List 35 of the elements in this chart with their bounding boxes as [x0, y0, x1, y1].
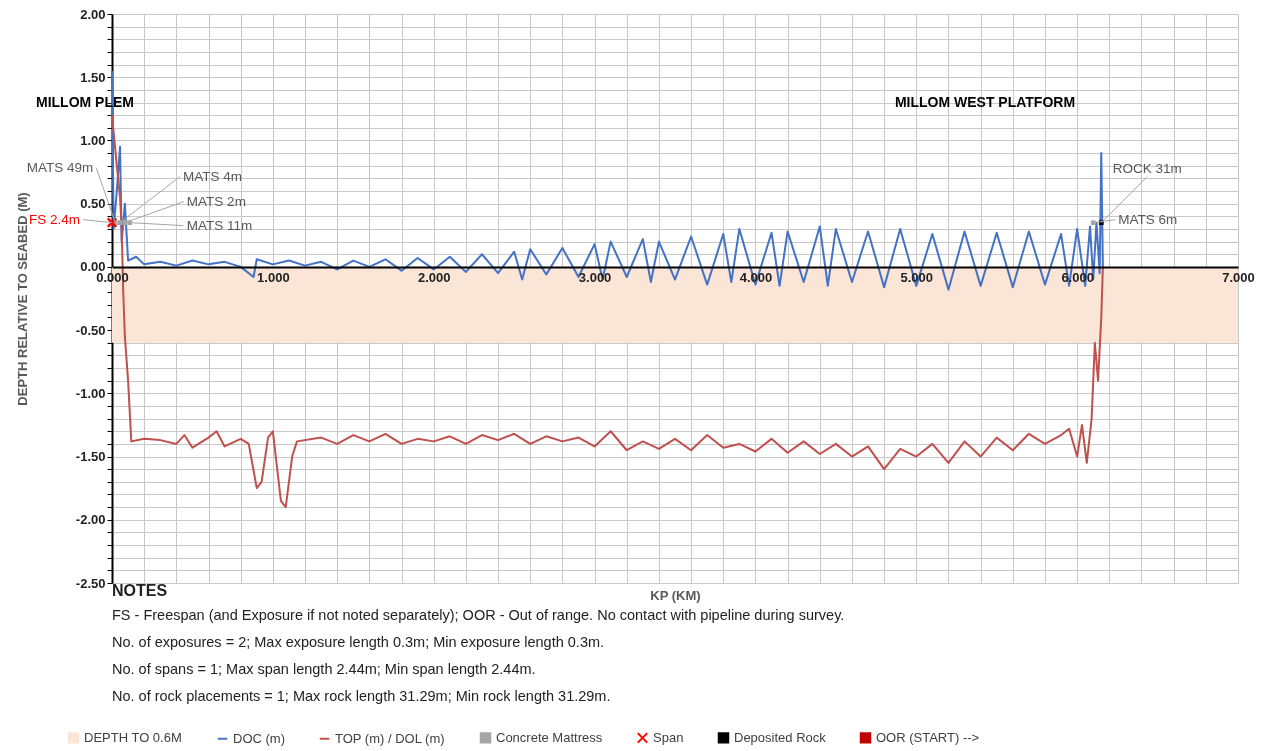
annotation: MATS 11m — [186, 217, 253, 233]
text: No. of exposures = 2; Max exposure length 0.3m; Min exposure length 0.3m. — [112, 633, 606, 652]
annotation: MILLOM WEST PLATFORM — [894, 94, 1076, 110]
text: FS - Freespan (and Exposure if not noted separately); OOR - Out of range. No contact with pipeline during survey. — [112, 606, 845, 625]
legend-label: DOC (m) — [233, 730, 285, 746]
annotation: ROCK 31m — [1112, 160, 1182, 176]
y-tick-label: 1.00 — [80, 132, 106, 148]
legend-label: OOR (START) --> — [876, 729, 980, 745]
legend-label: TOP (m) / DOL (m) — [335, 730, 445, 746]
legend-label: Concrete Mattress — [496, 729, 603, 745]
legend-label: Deposited Rock — [734, 729, 827, 745]
y-tick-label: -1.00 — [75, 385, 106, 401]
legend-label: Span — [653, 729, 684, 745]
y-tick-label: 0.50 — [80, 196, 106, 212]
annotation: NOTES — [112, 582, 168, 599]
y-tick-label: 1.50 — [80, 69, 106, 85]
legend-label: DEPTH TO 0.6M — [84, 729, 182, 745]
annotation: FS 2.4m — [28, 211, 80, 227]
annotation: MATS 2m — [186, 193, 246, 209]
x-tick-label: 7.000 — [1222, 270, 1255, 286]
annotation: MATS 6m — [1118, 211, 1178, 227]
annotation: MATS 49m — [26, 159, 94, 175]
y-tick-label: -1.50 — [75, 449, 106, 465]
x-tick-label: 1.000 — [257, 270, 290, 286]
y-tick-label: -0.50 — [75, 322, 106, 338]
x-axis-title: KP (KM) — [650, 587, 701, 603]
x-tick-label: 2.000 — [417, 270, 451, 286]
y-axis-title: DEPTH RELATIVE TO SEABED (M) — [14, 192, 30, 406]
text: No. of rock placements = 1; Max rock length 31.29m; Min rock length 31.29m. — [112, 687, 612, 706]
annotation: MATS 4m — [183, 168, 243, 184]
x-tick-label: 3.000 — [578, 270, 612, 286]
y-tick-label: 2.00 — [80, 6, 106, 22]
text: No. of spans = 1; Max span length 2.44m; Min span length 2.44m. — [112, 660, 537, 679]
y-tick-label: -2.50 — [75, 575, 106, 591]
y-tick-label: -2.00 — [75, 512, 106, 528]
